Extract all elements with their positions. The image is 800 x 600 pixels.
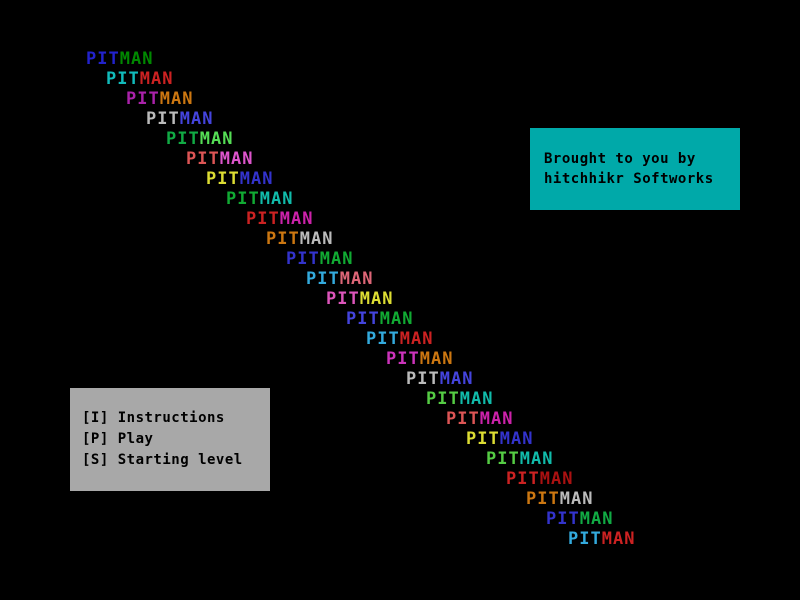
title-segment-man: MAN <box>239 169 274 189</box>
title-segment-man: MAN <box>479 409 514 429</box>
title-segment-pit: PIT <box>486 449 520 469</box>
title-segment-pit: PIT <box>106 69 140 89</box>
title-segment-man: MAN <box>379 309 414 329</box>
title-line: PITMAN <box>446 410 513 428</box>
title-segment-man: MAN <box>299 229 334 249</box>
title-segment-man: MAN <box>519 449 554 469</box>
credits-line-2: hitchhikr Softworks <box>544 171 714 187</box>
title-segment-pit: PIT <box>526 489 560 509</box>
title-segment-man: MAN <box>399 329 434 349</box>
title-line: PITMAN <box>326 290 393 308</box>
title-segment-pit: PIT <box>206 169 240 189</box>
title-segment-man: MAN <box>259 189 294 209</box>
menu-item-play[interactable]: [P] Play <box>82 431 154 447</box>
title-line: PITMAN <box>246 210 313 228</box>
title-line: PITMAN <box>466 430 533 448</box>
title-segment-man: MAN <box>339 269 374 289</box>
title-segment-pit: PIT <box>406 369 440 389</box>
title-segment-pit: PIT <box>466 429 500 449</box>
title-segment-man: MAN <box>459 389 494 409</box>
title-segment-pit: PIT <box>346 309 380 329</box>
menu-item-starting-level[interactable]: [S] Starting level <box>82 452 243 468</box>
title-line: PITMAN <box>406 370 473 388</box>
title-segment-man: MAN <box>359 289 394 309</box>
title-line: PITMAN <box>426 390 493 408</box>
title-segment-pit: PIT <box>126 89 160 109</box>
title-segment-pit: PIT <box>546 509 580 529</box>
title-segment-pit: PIT <box>186 149 220 169</box>
title-segment-pit: PIT <box>386 349 420 369</box>
title-line: PITMAN <box>286 250 353 268</box>
title-line: PITMAN <box>146 110 213 128</box>
title-segment-man: MAN <box>579 509 614 529</box>
title-segment-man: MAN <box>159 89 194 109</box>
credits-line-1: Brought to you by <box>544 151 696 167</box>
title-segment-pit: PIT <box>426 389 460 409</box>
title-line: PITMAN <box>386 350 453 368</box>
title-segment-pit: PIT <box>86 49 120 69</box>
title-line: PITMAN <box>126 90 193 108</box>
credits-panel: Brought to you by hitchhikr Softworks <box>530 128 740 210</box>
title-line: PITMAN <box>526 490 593 508</box>
title-line: PITMAN <box>486 450 553 468</box>
title-segment-pit: PIT <box>366 329 400 349</box>
title-line: PITMAN <box>186 150 253 168</box>
title-segment-pit: PIT <box>326 289 360 309</box>
title-segment-man: MAN <box>179 109 214 129</box>
title-segment-man: MAN <box>119 49 154 69</box>
title-segment-pit: PIT <box>146 109 180 129</box>
title-line: PITMAN <box>568 530 635 548</box>
title-segment-pit: PIT <box>568 529 602 549</box>
title-line: PITMAN <box>106 70 173 88</box>
title-segment-pit: PIT <box>266 229 300 249</box>
title-segment-man: MAN <box>219 149 254 169</box>
title-segment-pit: PIT <box>246 209 280 229</box>
title-segment-man: MAN <box>601 529 636 549</box>
title-segment-man: MAN <box>419 349 454 369</box>
title-segment-pit: PIT <box>286 249 320 269</box>
title-segment-man: MAN <box>139 69 174 89</box>
title-segment-man: MAN <box>439 369 474 389</box>
title-line: PITMAN <box>266 230 333 248</box>
title-segment-pit: PIT <box>506 469 540 489</box>
title-line: PITMAN <box>166 130 233 148</box>
title-line: PITMAN <box>366 330 433 348</box>
title-segment-pit: PIT <box>226 189 260 209</box>
title-line: PITMAN <box>226 190 293 208</box>
title-segment-man: MAN <box>319 249 354 269</box>
title-line: PITMAN <box>206 170 273 188</box>
title-segment-pit: PIT <box>446 409 480 429</box>
title-segment-man: MAN <box>559 489 594 509</box>
title-segment-man: MAN <box>499 429 534 449</box>
title-segment-man: MAN <box>279 209 314 229</box>
menu-item-instructions[interactable]: [I] Instructions <box>82 410 225 426</box>
main-menu-panel: [I] Instructions [P] Play [S] Starting l… <box>70 388 270 491</box>
title-line: PITMAN <box>86 50 153 68</box>
title-line: PITMAN <box>306 270 373 288</box>
title-segment-man: MAN <box>539 469 574 489</box>
title-segment-man: MAN <box>199 129 234 149</box>
title-line: PITMAN <box>346 310 413 328</box>
title-line: PITMAN <box>506 470 573 488</box>
title-segment-pit: PIT <box>306 269 340 289</box>
title-line: PITMAN <box>546 510 613 528</box>
title-segment-pit: PIT <box>166 129 200 149</box>
